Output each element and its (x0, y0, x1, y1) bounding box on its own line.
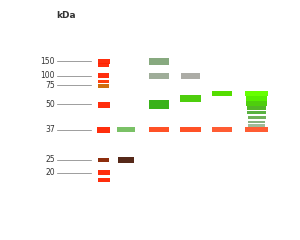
Bar (248, 116, 266, 119)
Text: 75: 75 (45, 81, 55, 90)
Bar (118, 157, 134, 163)
Bar (98, 84, 109, 88)
Text: 3: 3 (187, 6, 194, 16)
Text: 37: 37 (45, 125, 55, 134)
Bar (98, 170, 110, 175)
Bar (149, 100, 169, 109)
Bar (246, 101, 267, 106)
Text: 50: 50 (45, 100, 55, 109)
Bar (117, 127, 135, 132)
Bar (248, 125, 265, 127)
Text: 1: 1 (123, 6, 129, 16)
Bar (98, 59, 110, 64)
Bar (149, 127, 169, 132)
Bar (247, 106, 266, 110)
Bar (98, 80, 109, 83)
Bar (98, 158, 109, 162)
Text: kDa: kDa (56, 11, 76, 20)
Bar (180, 95, 201, 102)
Text: 100: 100 (40, 71, 55, 80)
Bar (98, 73, 109, 78)
Bar (245, 127, 268, 132)
Bar (180, 127, 201, 132)
Bar (212, 127, 232, 132)
Text: 150: 150 (40, 57, 55, 66)
Bar (97, 127, 110, 132)
Bar (212, 91, 232, 96)
Bar (149, 72, 169, 78)
Bar (245, 91, 268, 96)
Bar (149, 58, 169, 65)
Bar (181, 72, 200, 78)
Bar (248, 121, 265, 123)
Bar (98, 63, 109, 66)
Bar (117, 127, 135, 132)
Text: 2: 2 (156, 6, 162, 16)
Text: 20: 20 (45, 168, 55, 177)
Text: 4: 4 (219, 6, 225, 16)
Text: 25: 25 (45, 155, 55, 164)
Text: 5: 5 (253, 6, 260, 16)
Bar (98, 178, 110, 182)
Bar (98, 102, 110, 108)
Bar (246, 96, 267, 101)
Bar (247, 111, 266, 114)
